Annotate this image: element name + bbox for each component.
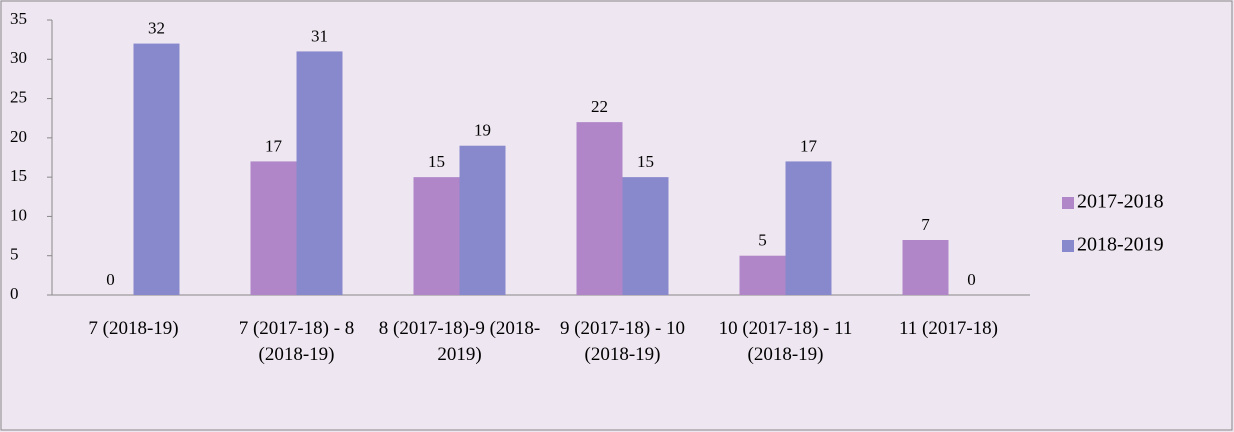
x-tick-label: 7 (2017-18) - 8 (2018-19) [238,318,355,365]
value-label: 15 [428,152,445,171]
value-label: 22 [591,97,608,116]
y-tick-label: 25 [10,87,27,106]
value-label: 15 [637,152,654,171]
value-label: 32 [148,18,165,37]
value-label: 5 [758,231,767,250]
value-label: 19 [474,121,491,140]
x-tick-label: 7 (2018-19) [88,318,179,339]
bar [296,51,343,295]
value-label: 17 [265,136,283,155]
legend-label: 2018-2019 [1077,234,1164,256]
legend-label: 2017-2018 [1077,191,1164,213]
bar [576,122,623,296]
bar [459,145,506,295]
y-tick-label: 5 [10,245,19,264]
legend-swatch [1062,240,1074,252]
bar [133,43,180,296]
value-label: 0 [967,270,976,289]
value-label: 31 [311,26,328,45]
bar [739,255,786,295]
legend-swatch [1062,197,1074,209]
y-tick-label: 0 [10,284,19,303]
bar [622,177,669,295]
x-tick-label: 11 (2017-18) [898,318,999,339]
bar [250,161,297,295]
x-tick-label: 9 (2017-18) - 10 (2018-19) [559,318,686,365]
bar [413,177,460,295]
y-tick-label: 30 [10,48,27,67]
value-label: 0 [106,270,115,289]
x-tick-label: 10 (2017-18) - 11 (2018-19) [718,318,853,365]
x-tick-label: 8 (2017-18)-9 (2018-2019) [378,318,541,365]
y-tick-label: 15 [10,166,27,185]
y-tick-label: 20 [10,127,27,146]
y-tick-label: 10 [10,205,27,224]
value-label: 7 [921,215,930,234]
y-tick-label: 35 [10,9,27,28]
bar [902,240,949,295]
bar [785,161,832,295]
value-label: 17 [800,136,818,155]
